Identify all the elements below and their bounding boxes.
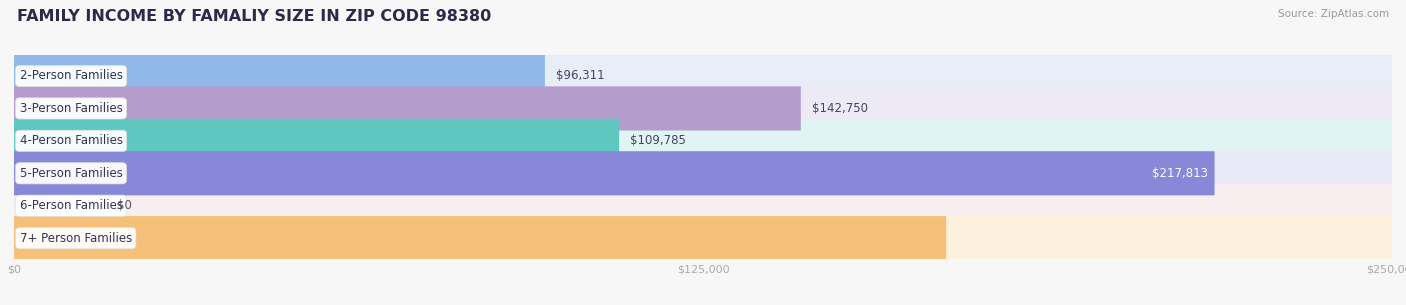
FancyBboxPatch shape	[14, 151, 1392, 195]
Text: 2-Person Families: 2-Person Families	[20, 70, 122, 82]
Text: Source: ZipAtlas.com: Source: ZipAtlas.com	[1278, 9, 1389, 19]
FancyBboxPatch shape	[14, 184, 1392, 228]
Text: $169,125: $169,125	[883, 232, 939, 245]
FancyBboxPatch shape	[14, 119, 619, 163]
FancyBboxPatch shape	[14, 116, 1392, 166]
FancyBboxPatch shape	[14, 51, 1392, 101]
Text: $0: $0	[118, 199, 132, 212]
FancyBboxPatch shape	[14, 216, 1392, 260]
Text: 3-Person Families: 3-Person Families	[20, 102, 122, 115]
FancyBboxPatch shape	[14, 86, 801, 131]
FancyBboxPatch shape	[14, 86, 1392, 131]
Text: 5-Person Families: 5-Person Families	[20, 167, 122, 180]
FancyBboxPatch shape	[14, 181, 1392, 230]
FancyBboxPatch shape	[14, 54, 1392, 98]
FancyBboxPatch shape	[14, 149, 1392, 198]
FancyBboxPatch shape	[14, 216, 946, 260]
FancyBboxPatch shape	[14, 151, 1215, 195]
Text: $142,750: $142,750	[811, 102, 868, 115]
FancyBboxPatch shape	[14, 84, 1392, 133]
Text: 7+ Person Families: 7+ Person Families	[20, 232, 132, 245]
Text: $109,785: $109,785	[630, 135, 686, 147]
Text: FAMILY INCOME BY FAMALIY SIZE IN ZIP CODE 98380: FAMILY INCOME BY FAMALIY SIZE IN ZIP COD…	[17, 9, 491, 24]
Text: $96,311: $96,311	[555, 70, 605, 82]
FancyBboxPatch shape	[14, 54, 546, 98]
Text: 6-Person Families: 6-Person Families	[20, 199, 122, 212]
FancyBboxPatch shape	[14, 119, 1392, 163]
Text: 4-Person Families: 4-Person Families	[20, 135, 122, 147]
Text: $217,813: $217,813	[1152, 167, 1208, 180]
FancyBboxPatch shape	[14, 214, 1392, 263]
